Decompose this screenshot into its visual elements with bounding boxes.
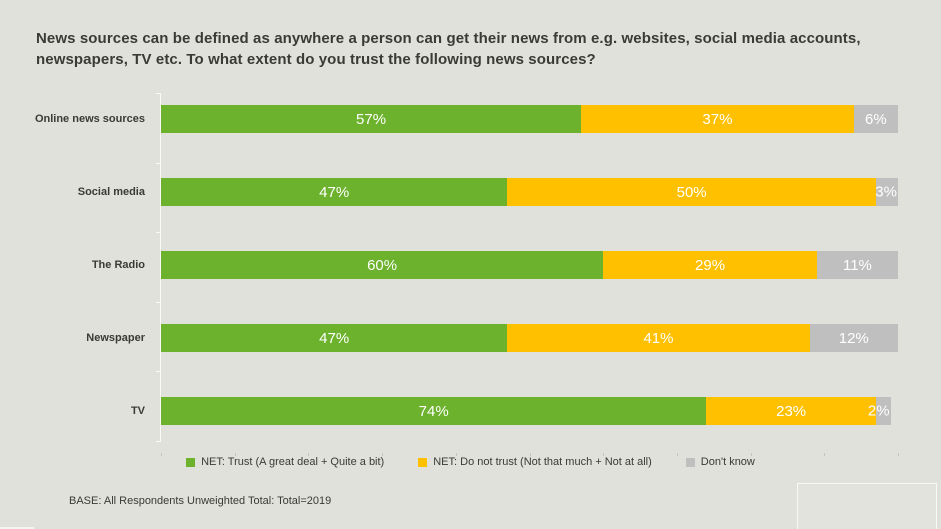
bar-value-label: 50% (676, 183, 707, 201)
bar-segment: 47% (161, 324, 508, 352)
category-axis-tick (156, 441, 161, 442)
category-label: The Radio (91, 259, 145, 271)
bar-segment: 6% (853, 105, 898, 133)
bar-segment: 47% (161, 178, 508, 206)
bar-value-label: 57% (356, 110, 387, 128)
bar-value-label: 47% (319, 183, 350, 201)
value-axis-tick (382, 453, 384, 456)
category-axis-tick (156, 232, 161, 234)
bar-value-label: 41% (643, 329, 674, 347)
bar-segment: 50% (507, 178, 876, 206)
bar-value-label: 12% (838, 329, 869, 347)
bar-segment: 37% (581, 105, 854, 133)
bottom-edge-sliver (0, 527, 34, 529)
value-axis-tick (824, 453, 826, 456)
value-axis-tick (898, 453, 899, 456)
value-axis-tick (161, 453, 162, 456)
bar-value-label: 3% (875, 183, 897, 201)
value-axis-tick (750, 453, 752, 456)
bar-segment: 2% (868, 397, 891, 425)
category-labels: Online news sources Social media The Radio… (0, 93, 153, 441)
bar-value-label: 11% (842, 256, 872, 274)
category-label: Social media (77, 186, 145, 198)
category-axis-line (160, 93, 161, 441)
bar-value-label: 2% (867, 402, 890, 420)
bar-segment: 3% (875, 178, 898, 206)
category-label: TV (130, 405, 145, 417)
value-axis-tick (234, 453, 236, 456)
legend-label: NET: Do not trust (Not that much + Not a… (433, 456, 652, 468)
legend-label: NET: Trust (A great deal + Quite a bit) (201, 456, 385, 468)
bar-value-label: 74% (418, 402, 449, 420)
category-axis-tick (156, 162, 161, 164)
legend: NET: Trust (A great deal + Quite a bit) N… (0, 456, 941, 468)
legend-item: Don't know (685, 456, 755, 468)
category-label: Newspaper (86, 332, 145, 344)
bar-value-label: 29% (695, 256, 726, 274)
plot-area: 57% 37% 6% 47% 50% 3% 60% 29% 11% 47% 41% 12% 74% 23%… (156, 93, 899, 456)
value-axis-tick (603, 453, 605, 456)
category-axis-tick (156, 371, 161, 373)
bar-segment: 74% (161, 397, 707, 425)
category-axis-tick (156, 93, 161, 94)
legend-label: Don't know (700, 456, 755, 468)
bar-segment: 12% (809, 324, 898, 352)
bar-value-label: 23% (776, 402, 807, 420)
bar-row: 47% 41% 12% (161, 324, 898, 352)
bar-segment: 11% (816, 251, 898, 279)
bar-segment: 41% (507, 324, 810, 352)
bar-segment: 29% (603, 251, 817, 279)
placeholder-box (797, 483, 937, 529)
bar-value-label: 6% (865, 110, 887, 128)
value-axis-tick (676, 453, 678, 456)
base-note: BASE: All Respondents Unweighted Total: … (69, 495, 332, 507)
value-axis-tick (308, 453, 310, 456)
legend-item: NET: Do not trust (Not that much + Not a… (418, 456, 652, 468)
legend-item: NET: Trust (A great deal + Quite a bit) (186, 456, 384, 468)
chart-title: News sources can be defined as anywhere … (36, 30, 861, 68)
bar-row: 47% 50% 3% (161, 178, 898, 206)
bar-row: 57% 37% 6% (161, 105, 898, 133)
bar-row: 74% 23% 2% (161, 397, 898, 425)
bar-value-label: 60% (367, 256, 398, 274)
legend-swatch-icon (186, 457, 196, 467)
value-axis-tick (529, 453, 531, 456)
bar-value-label: 37% (702, 110, 733, 128)
bar-segment: 23% (706, 397, 876, 425)
legend-swatch-icon (685, 457, 695, 467)
bar-value-label: 47% (319, 329, 350, 347)
legend-swatch-icon (418, 457, 428, 467)
category-axis-tick (156, 301, 161, 303)
bar-segment: 57% (161, 105, 582, 133)
value-axis-tick (455, 453, 457, 456)
category-label: Online news sources (34, 113, 145, 125)
bar-segment: 60% (161, 251, 604, 279)
bar-row: 60% 29% 11% (161, 251, 898, 279)
